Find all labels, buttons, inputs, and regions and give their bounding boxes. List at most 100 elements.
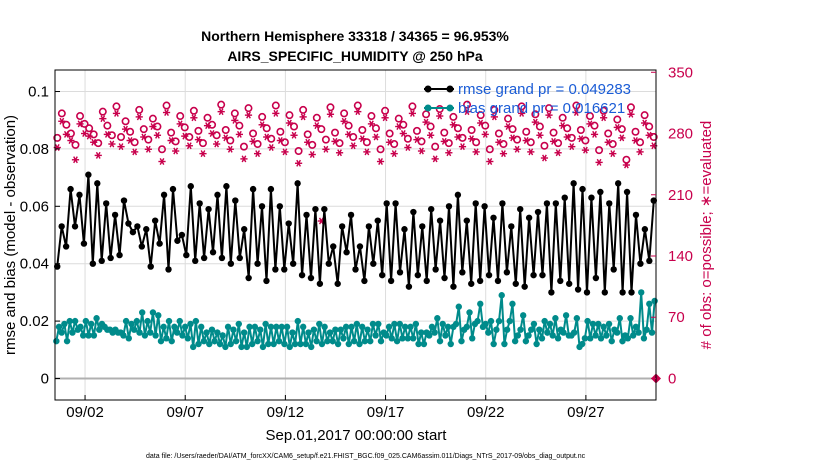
bias-point [278,323,285,331]
obs-evaluated-point [349,142,357,150]
obs-evaluated-point [103,130,111,138]
obs-possible-point [494,129,503,138]
bias-point [195,340,202,348]
obs-possible-point [317,125,326,134]
bias-point [144,317,151,325]
bias-point [525,332,532,339]
obs-evaluated-point [135,113,143,121]
bias-point [168,337,175,345]
obs-evaluated-point [208,130,216,137]
obs-possible-point [326,103,335,112]
rmse-point [539,271,546,279]
obs-evaluated-point [313,122,321,130]
obs-evaluated-point [112,109,121,117]
bias-point [85,332,92,339]
obs-possible-point [66,129,75,138]
obs-evaluated-point [513,145,521,153]
bias-point [442,332,449,339]
obs-evaluated-point [90,138,98,146]
obs-possible-point [440,128,449,137]
obs-evaluated-point [477,119,485,127]
obs-evaluated-point [536,131,544,139]
bias-point [211,337,218,345]
rmse-point [258,203,266,210]
right-tick-label: 70 [668,309,685,326]
rmse-point [450,283,457,290]
rmse-point [285,220,292,227]
bias-point [388,335,395,342]
rmse-point [485,271,493,279]
rmse-point [249,185,257,193]
bias-point [396,320,403,328]
obs-possible-point [176,112,185,121]
rmse-point [574,286,582,293]
bias-point [160,323,167,331]
bias-point [498,292,505,299]
obs-evaluated-point [408,109,417,117]
obs-possible-point [394,114,403,123]
bias-point [289,329,296,336]
x-tick-label: 09/17 [367,404,405,421]
obs-evaluated-point [590,130,599,138]
bias-point [541,317,548,325]
rmse-point [517,205,524,213]
obs-evaluated-point [390,150,398,158]
obs-possible-point [312,113,321,122]
obs-possible-point [572,101,581,110]
obs-evaluated-point [272,109,280,117]
obs-possible-point [198,139,207,148]
bias-point [426,332,433,339]
grid [55,70,656,400]
obs-evaluated-point [618,134,626,142]
bias-point [522,337,530,345]
obs-evaluated-point [203,122,212,130]
bias-point [584,317,591,325]
obs-possible-point [535,122,544,131]
rmse-point [54,263,61,270]
rmse-point [236,254,243,262]
bias-point [528,326,535,333]
obs-evaluated-point [367,120,376,128]
x-tick-label: 09/22 [467,404,505,421]
bias-point [385,323,393,331]
rmse-point [325,260,332,267]
rmse-point [614,180,622,187]
rmse-point [205,205,212,213]
obs-evaluated-point [454,133,462,141]
rmse-point [263,277,270,285]
bias-point [436,337,444,345]
obs-evaluated-point [645,131,653,139]
bias-point [321,323,328,331]
obs-evaluated-point [276,137,284,144]
obs-possible-point [558,113,567,122]
obs-evaluated-point [627,110,635,118]
bias-point [613,329,621,336]
y-tick-label: 0.08 [20,141,49,158]
obs-possible-point [148,114,157,123]
bias-point [77,323,84,331]
rmse-point [71,223,79,230]
bias-point [184,335,192,342]
obs-possible-point [98,107,107,116]
legend-rmse-marker [446,85,454,93]
bias-point [401,323,409,331]
legend-bias-marker [424,104,432,112]
obs-evaluated-point [545,111,553,119]
rmse-point [463,217,470,224]
bias-point [219,332,226,339]
bias-point [203,329,210,336]
bias-point [624,335,632,342]
rmse-point [619,289,626,296]
bias-point [171,323,178,331]
bias-point [369,320,377,328]
obs-evaluated-point [153,131,162,139]
obs-possible-point [76,112,85,121]
obs-possible-point [276,127,285,136]
obs-possible-point [613,115,622,124]
obs-possible-point [472,138,481,147]
rmse-point [352,266,359,273]
bias-point [125,335,132,342]
obs-evaluated-point [604,138,612,146]
right-tick-label: 140 [668,248,693,265]
obs-possible-point [476,111,485,120]
